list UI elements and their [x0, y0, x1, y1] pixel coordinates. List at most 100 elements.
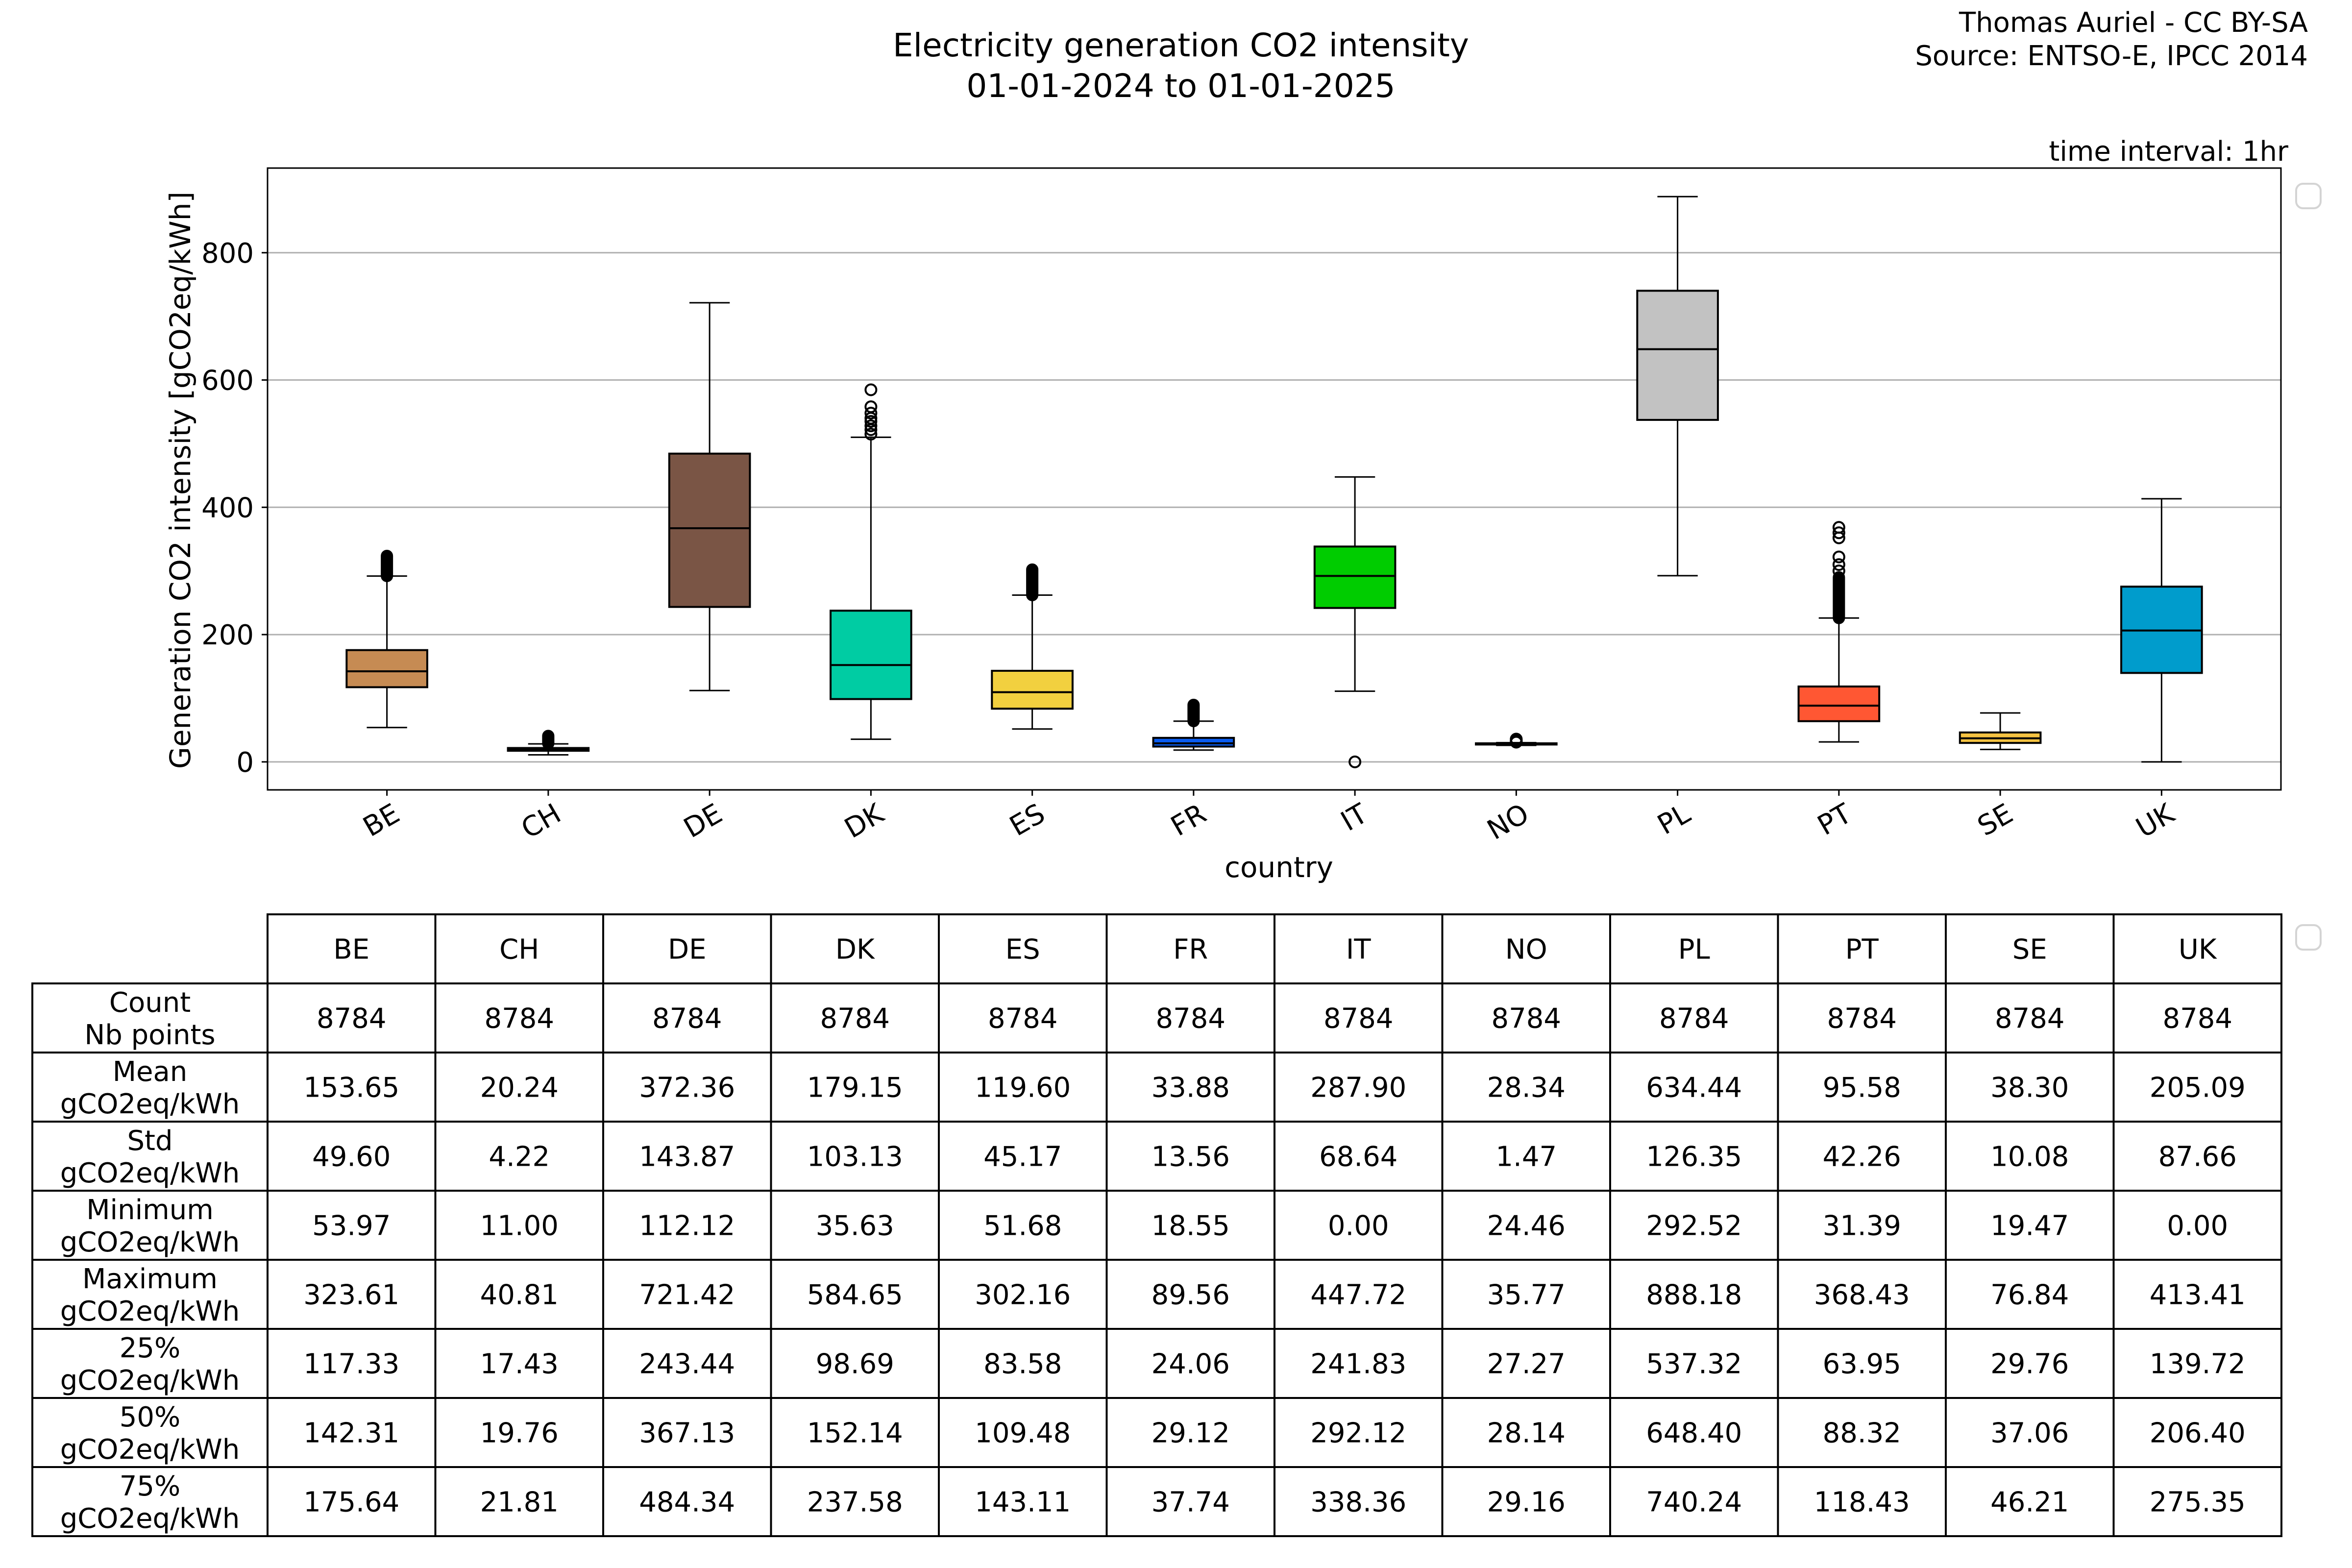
cell-value: 367.13	[639, 1418, 735, 1449]
row-label-name: Mean	[113, 1056, 188, 1088]
table-cell	[938, 1190, 1108, 1261]
table-cell	[434, 1190, 604, 1261]
row-label-cell	[31, 1190, 269, 1261]
box-iqr	[991, 669, 1074, 710]
outlier-point	[1832, 521, 1845, 534]
cell-value: 87.66	[2158, 1141, 2237, 1173]
outlier-cluster	[1026, 563, 1039, 602]
box-de	[668, 302, 751, 691]
cell-value: 0.00	[2167, 1210, 2228, 1242]
cell-value: 19.47	[1990, 1210, 2069, 1242]
y-tick-label: 400	[201, 492, 254, 524]
table-header-row: BE CH DE DK ES FR IT NO PL PT SE UK	[267, 913, 2282, 984]
cell-value: 8784	[317, 1003, 387, 1035]
header-cell	[602, 913, 772, 984]
y-axis-label: Generation CO2 intensity [gCO2eq/kWh]	[164, 192, 197, 769]
cell-value: 31.39	[1823, 1210, 1901, 1242]
table-cell	[1441, 1328, 1611, 1399]
cell-value: 37.74	[1152, 1487, 1230, 1519]
time-interval-label: time interval: 1hr	[2049, 136, 2289, 168]
table-cell	[1945, 982, 2115, 1054]
box-it	[1313, 476, 1396, 768]
box-be	[345, 550, 428, 729]
outlier-point	[1832, 564, 1845, 578]
cell-value: 35.77	[1487, 1279, 1566, 1311]
cell-value: 8784	[1491, 1003, 1561, 1035]
cell-value: 29.12	[1152, 1418, 1230, 1449]
table-cell	[2112, 1121, 2282, 1192]
row-label-unit: gCO2eq/kWh	[60, 1226, 240, 1258]
cell-value: 103.13	[807, 1141, 903, 1173]
table-cell	[267, 1328, 437, 1399]
cell-value: 8784	[1827, 1003, 1897, 1035]
cell-value: 8784	[820, 1003, 890, 1035]
cell-value: 484.34	[639, 1487, 735, 1519]
outlier-cluster	[1833, 571, 1845, 624]
row-label-name: 50%	[120, 1401, 180, 1433]
row-label-cell	[31, 1466, 269, 1537]
outlier-cluster	[542, 730, 555, 750]
outlier-point	[864, 383, 878, 396]
table-cell	[1105, 1328, 1275, 1399]
outlier-point	[1510, 733, 1523, 746]
table-cell	[267, 1259, 437, 1330]
chart-title-line2: 01-01-2024 to 01-01-2025	[966, 67, 1395, 105]
box-iqr	[1152, 736, 1235, 748]
header-cell	[770, 913, 940, 984]
cell-value: 24.06	[1152, 1348, 1230, 1380]
cell-value: 287.90	[1310, 1072, 1406, 1104]
cell-value: 29.16	[1487, 1487, 1566, 1519]
cell-value: 368.43	[1814, 1279, 1910, 1311]
cell-value: 20.24	[480, 1072, 559, 1104]
table-cell	[938, 982, 1108, 1054]
axes-frame	[267, 167, 2282, 791]
cell-value: 112.12	[639, 1210, 735, 1242]
legend-box-chart[interactable]	[2295, 183, 2322, 209]
cell-value: 53.97	[312, 1210, 391, 1242]
row-label-unit: Nb points	[84, 1019, 215, 1051]
table-cell	[1609, 1190, 1779, 1261]
row-label-cell	[31, 1259, 269, 1330]
chart-title-line1: Electricity generation CO2 intensity	[893, 26, 1469, 64]
column-header: NO	[1505, 934, 1547, 966]
cell-value: 8784	[1659, 1003, 1729, 1035]
column-header: PL	[1678, 934, 1710, 966]
cell-value: 88.32	[1823, 1418, 1901, 1449]
cell-value: 8784	[1995, 1003, 2065, 1035]
cell-value: 21.81	[480, 1487, 559, 1519]
cell-value: 11.00	[480, 1210, 559, 1242]
cell-value: 35.63	[816, 1210, 894, 1242]
table-cell	[1777, 1121, 1947, 1192]
cell-value: 8784	[1323, 1003, 1394, 1035]
table-row: 50%gCO2eq/kWh 142.31 19.76 367.13 152.14 109.…	[31, 1397, 2282, 1468]
table-cell	[434, 1052, 604, 1123]
table-cell	[602, 1259, 772, 1330]
row-label-unit: gCO2eq/kWh	[60, 1503, 240, 1535]
cell-value: 292.52	[1646, 1210, 1742, 1242]
cell-value: 143.87	[639, 1141, 735, 1173]
cell-value: 27.27	[1487, 1348, 1566, 1380]
outlier-point	[1832, 550, 1845, 564]
cell-value: 49.60	[312, 1141, 391, 1173]
table-cell	[434, 1397, 604, 1468]
box-fr	[1152, 699, 1235, 751]
outlier-point	[864, 419, 878, 433]
box-uk	[2120, 498, 2203, 763]
legend-box-table[interactable]	[2295, 924, 2322, 951]
table-cell	[1441, 1397, 1611, 1468]
table-cell	[2112, 982, 2282, 1054]
table-cell	[267, 1397, 437, 1468]
table-cell	[2112, 1397, 2282, 1468]
row-label-unit: gCO2eq/kWh	[60, 1296, 240, 1327]
table-cell	[1441, 1259, 1611, 1330]
table-cell	[1609, 1466, 1779, 1537]
table-cell	[1945, 1397, 2115, 1468]
cell-value: 634.44	[1646, 1072, 1742, 1104]
cell-value: 17.43	[480, 1348, 559, 1380]
box-pt	[1797, 521, 1881, 743]
table-cell	[1609, 1397, 1779, 1468]
